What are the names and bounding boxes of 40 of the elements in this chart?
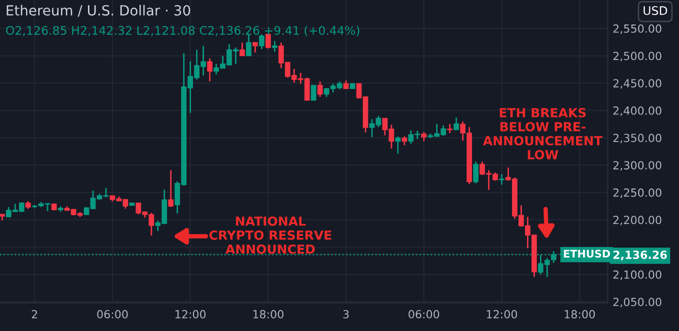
- y-tick-label: 2,200.00: [613, 216, 662, 226]
- y-tick-label: 2,050.00: [613, 298, 662, 308]
- candlestick: [395, 136, 401, 154]
- y-tick-label: 2,400.00: [613, 106, 662, 116]
- candlestick: [310, 84, 316, 102]
- chart-title: Ethereum / U.S. Dollar · 30: [6, 4, 190, 17]
- candlestick: [265, 33, 271, 50]
- y-tick-label: 2,450.00: [613, 79, 662, 89]
- candlestick: [454, 116, 460, 131]
- y-tick-label: 2,500.00: [613, 52, 662, 62]
- x-tick-label: 06:00: [97, 310, 128, 318]
- annotation: ETH BREAKS BELOW PRE- ANNOUNCEMENT LOW: [482, 108, 602, 160]
- y-tick-label: 2,350.00: [613, 134, 662, 144]
- candlestick: [421, 131, 427, 142]
- candlestick: [240, 42, 245, 56]
- candlestick: [499, 173, 504, 186]
- y-tick-label: 2,136.26: [613, 250, 667, 260]
- ref-line-label: ETHUSD: [564, 250, 610, 258]
- candlestick: [447, 123, 453, 134]
- candlestick: [473, 160, 478, 184]
- y-tick-label: 2,100.00: [613, 270, 662, 280]
- x-tick-label: 18:00: [253, 310, 284, 318]
- x-tick-label: 3: [343, 310, 349, 318]
- x-tick-label: 12:00: [176, 310, 206, 318]
- y-tick-label: 2,250.00: [613, 188, 662, 198]
- candlestick: [168, 169, 174, 208]
- annotation: NATIONAL CRYPTO RESERVE ANNOUNCED: [209, 216, 332, 254]
- text: O2,126.85 H2,142.32 L2,121.08 C2,136.26 +9.41 (+0.44%): [6, 26, 360, 36]
- x-tick-label: 2: [32, 310, 38, 318]
- candlestick: [207, 58, 212, 82]
- text: USD: [644, 6, 668, 16]
- candlestick: [252, 41, 258, 54]
- candlestick: [258, 34, 264, 50]
- y-tick-label: 2,300.00: [613, 161, 662, 171]
- x-tick-label: 18:00: [564, 310, 595, 318]
- x-tick-label: 06:00: [408, 310, 440, 318]
- candlestick: [272, 40, 278, 52]
- y-tick-label: 2,550.00: [613, 24, 662, 34]
- x-tick-label: 12:00: [486, 310, 518, 318]
- candlestick: [317, 80, 323, 98]
